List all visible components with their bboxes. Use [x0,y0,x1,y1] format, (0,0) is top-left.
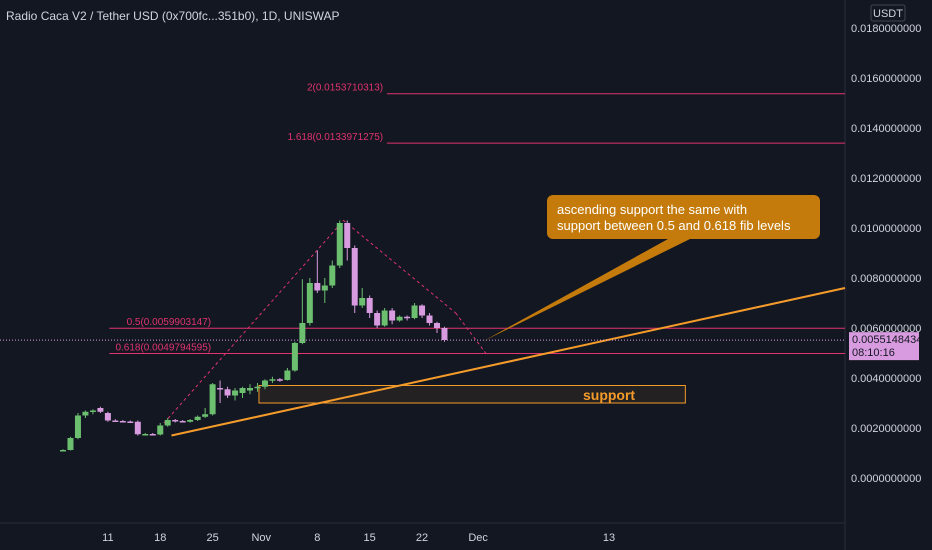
callout-line-1: ascending support the same with [557,202,747,217]
candle-body[interactable] [247,388,253,391]
time-tick-label: 25 [206,532,218,544]
candle-body[interactable] [284,370,291,381]
candle-body[interactable] [359,298,366,306]
currency-label: USDT [873,8,903,20]
candle-body[interactable] [149,434,156,436]
candle-body[interactable] [119,421,126,423]
callout-annotation[interactable]: ascending support the same with support … [483,195,820,342]
candle-body[interactable] [134,421,141,435]
candle-body[interactable] [329,265,336,286]
current-price-tag: 0.0055148434 08:10:16 [849,332,922,361]
candle-body[interactable] [351,248,358,306]
candle-body[interactable] [254,386,261,389]
candle-body[interactable] [321,285,328,291]
time-tick-label: 15 [364,532,376,544]
current-price-value: 0.0055148434 [852,334,922,346]
price-tick-label: 0.0120000000 [851,173,921,185]
candle-body[interactable] [269,379,276,381]
time-tick-label: 11 [102,532,113,544]
candle-body[interactable] [164,420,171,426]
candle-body[interactable] [187,420,194,422]
chart-title: Radio Caca V2 / Tether USD (0x700fc...35… [6,9,339,23]
time-tick-label: 13 [603,532,615,544]
candle-body[interactable] [97,408,104,412]
ascending-support-trendline[interactable] [171,287,846,437]
candle-body[interactable] [60,450,66,452]
candle-body[interactable] [344,223,351,248]
candle-body[interactable] [396,316,403,321]
candle-body[interactable] [441,328,448,340]
price-tick-label: 0.0000000000 [851,473,921,485]
candle-body[interactable] [232,390,239,396]
candle-body[interactable] [217,388,224,390]
candle-body[interactable] [419,305,426,316]
fib-level-label: 2(0.0153710313) [307,83,383,94]
candle-body[interactable] [411,305,418,319]
candle-body[interactable] [209,384,216,415]
candle-body[interactable] [74,415,81,439]
price-tick-label: 0.0020000000 [851,423,921,435]
candle-body[interactable] [291,343,298,371]
price-tick-label: 0.0180000000 [851,23,921,35]
candle-body[interactable] [194,416,201,420]
candle-body[interactable] [381,310,388,326]
candle-body[interactable] [389,310,396,321]
candle-body[interactable] [104,413,111,421]
candle-body[interactable] [112,420,119,423]
current-price-countdown: 08:10:16 [852,347,895,359]
candle-body[interactable] [426,315,433,324]
price-tick-label: 0.0140000000 [851,123,921,135]
callout-line-2: support between 0.5 and 0.618 fib levels [557,218,791,233]
candle-body[interactable] [89,410,96,413]
price-axis-ticks: 0.0180000000 0.0160000000 0.0140000000 0.01… [851,23,921,485]
candle-body[interactable] [276,379,283,381]
candle-body[interactable] [261,380,268,387]
fib-retrace-path [455,312,487,354]
fib-level-label: 1.618(0.0133971275) [288,132,384,143]
fib-extension-dashed-lines [163,219,487,424]
candle-body[interactable] [239,388,246,393]
support-zone[interactable]: support [258,385,686,404]
price-tick-label: 0.0060000000 [851,323,921,335]
time-tick-label: Nov [251,532,271,544]
fibonacci-levels: 2(0.0153710313) 1.618(0.0133971275) 0.5(0.… [109,83,845,355]
time-axis-ticks: 11 18 25 Nov 8 15 22 Dec 13 [102,532,615,544]
candle-body[interactable] [172,420,179,422]
candle-body[interactable] [404,316,411,319]
candle-body[interactable] [179,421,186,423]
candle-body[interactable] [306,283,313,323]
candle-body[interactable] [434,323,440,328]
candles [60,220,448,452]
candle-body[interactable] [82,411,89,416]
price-tick-label: 0.0100000000 [851,223,921,235]
candle-body[interactable] [157,425,164,435]
time-tick-label: Dec [468,532,488,544]
candle-body[interactable] [127,421,134,424]
fib-swing-path [163,219,457,424]
candle-body[interactable] [366,298,373,313]
candle-body[interactable] [299,323,306,343]
price-tick-label: 0.0080000000 [851,273,921,285]
currency-badge[interactable]: USDT [870,4,906,22]
support-label: support [583,387,635,403]
fib-level-label: 0.5(0.0059903147) [127,317,212,328]
price-tick-label: 0.0160000000 [851,73,921,85]
candle-body[interactable] [224,389,231,396]
candle-body[interactable] [336,223,343,266]
time-tick-label: 18 [154,532,166,544]
candle-body[interactable] [202,414,209,417]
price-tick-label: 0.0040000000 [851,373,921,385]
fib-level-label: 0.618(0.0049794595) [115,343,211,354]
candle-body[interactable] [314,283,321,291]
candle-body[interactable] [67,438,74,450]
candle-body[interactable] [142,434,149,436]
time-tick-label: 8 [314,532,320,544]
time-tick-label: 22 [416,532,428,544]
candle-body[interactable] [374,313,381,326]
